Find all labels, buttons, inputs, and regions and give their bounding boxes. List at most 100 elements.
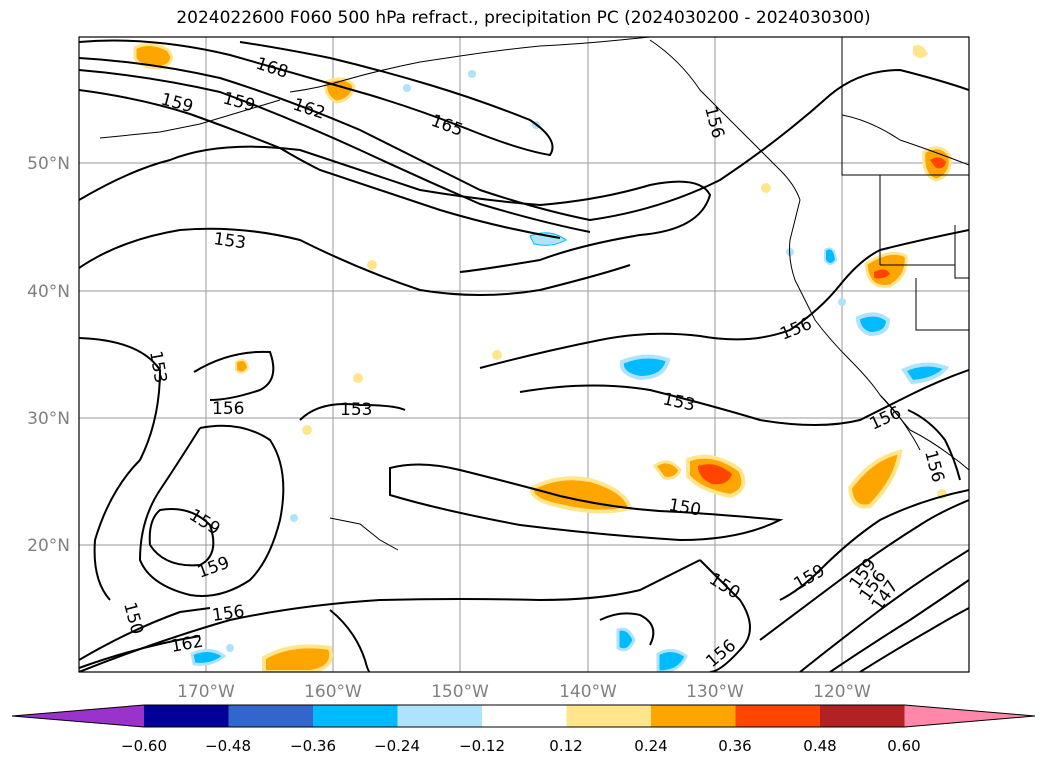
precipitation-negative-areas bbox=[190, 70, 950, 672]
precip-blob bbox=[226, 644, 234, 652]
contour-159-se bbox=[779, 489, 969, 601]
contour-153-north bbox=[79, 227, 631, 296]
precip-blob bbox=[302, 425, 312, 435]
precip-blob bbox=[529, 232, 567, 246]
contour-segment bbox=[329, 609, 371, 672]
precip-blob bbox=[838, 298, 846, 306]
contour-159 bbox=[79, 89, 561, 239]
lon-tick-label: 150°W bbox=[431, 682, 489, 702]
colorbar-swatch bbox=[820, 705, 905, 727]
colorbar-swatch bbox=[313, 705, 398, 727]
canada-us-border bbox=[841, 37, 969, 176]
longitude-labels: 170°W 160°W 150°W 140°W 130°W 120°W bbox=[177, 682, 871, 702]
contour-153-small bbox=[299, 403, 406, 421]
na-west-coast bbox=[649, 39, 969, 471]
colorbar-swatch bbox=[397, 705, 483, 727]
contour-156-south bbox=[79, 559, 701, 672]
alaska-coast bbox=[289, 37, 651, 93]
colorbar-tick-label: 0.48 bbox=[803, 737, 836, 755]
contour-153-mid bbox=[519, 369, 969, 426]
contour-150-loop bbox=[389, 463, 784, 542]
contour-159-low bbox=[148, 508, 215, 567]
precip-blob bbox=[855, 312, 891, 337]
precip-blob bbox=[901, 362, 950, 385]
latitude-labels: 50°N 40°N 30°N 20°N bbox=[27, 154, 70, 556]
lat-tick-label: 20°N bbox=[27, 536, 70, 556]
contour-165 bbox=[79, 57, 969, 222]
precip-blob bbox=[824, 247, 838, 265]
contour-162-south bbox=[79, 635, 201, 669]
precip-blob bbox=[353, 373, 363, 383]
colorbar-tick-label: 0.36 bbox=[718, 737, 751, 755]
refractivity-contours bbox=[79, 39, 969, 672]
contour-150-south bbox=[699, 559, 751, 672]
baja-coast bbox=[879, 394, 921, 451]
colorbar-tick-label: −0.12 bbox=[459, 737, 505, 755]
contour-label: 153 bbox=[340, 400, 372, 420]
precip-core bbox=[874, 269, 890, 279]
precip-core bbox=[698, 464, 732, 485]
colorbar-swatch bbox=[482, 705, 567, 727]
colorbar-tick-label: −0.60 bbox=[121, 737, 167, 755]
precip-blob bbox=[290, 514, 298, 522]
colorbar-tick-label: 0.24 bbox=[634, 737, 667, 755]
precip-blob bbox=[235, 359, 250, 374]
colorbar-tick-label: −0.48 bbox=[205, 737, 251, 755]
contour-162 bbox=[79, 69, 591, 233]
contour-168 bbox=[79, 39, 554, 157]
contour-label: 156 bbox=[211, 602, 246, 626]
map-title: 2024022600 F060 500 hPa refract., precip… bbox=[176, 8, 871, 28]
contour-label: 156 bbox=[212, 399, 244, 419]
lat-tick-label: 50°N bbox=[27, 154, 70, 174]
precip-blob bbox=[761, 183, 771, 193]
colorbar-extend-low bbox=[12, 705, 144, 727]
colorbar-swatch bbox=[228, 705, 314, 727]
colorbar-tick-label: −0.24 bbox=[374, 737, 420, 755]
contour-156-north bbox=[79, 145, 712, 273]
colorbar-swatch bbox=[566, 705, 652, 727]
contour-segment bbox=[599, 612, 655, 646]
contour-label: 153 bbox=[212, 229, 247, 253]
precip-blob bbox=[190, 649, 227, 666]
contour-147-se bbox=[859, 607, 969, 672]
lat-tick-label: 30°N bbox=[27, 409, 70, 429]
precip-blob bbox=[619, 354, 671, 381]
precip-blob bbox=[652, 460, 682, 480]
lon-tick-label: 160°W bbox=[304, 682, 362, 702]
precip-blob bbox=[656, 649, 688, 672]
colorbar-swatch bbox=[144, 705, 229, 727]
lat-tick-label: 40°N bbox=[27, 282, 70, 302]
contour-159-south bbox=[79, 607, 211, 661]
lon-tick-label: 140°W bbox=[559, 682, 617, 702]
contour-150-se bbox=[829, 579, 969, 672]
colorbar-tick-label: 0.12 bbox=[549, 737, 582, 755]
lon-tick-label: 130°W bbox=[686, 682, 744, 702]
precip-blob bbox=[847, 449, 903, 509]
contour-156-small bbox=[193, 350, 275, 401]
precip-core bbox=[930, 157, 946, 169]
contour-156-low bbox=[138, 424, 285, 597]
colorbar-outline bbox=[11, 704, 1036, 728]
colorbar bbox=[11, 704, 1036, 728]
canada-province-line bbox=[841, 114, 969, 166]
contour-156-se bbox=[759, 499, 969, 641]
colorbar-extend-high bbox=[904, 705, 1035, 727]
colorbar-swatch bbox=[651, 705, 736, 727]
colorbar-tick-label: 0.60 bbox=[887, 737, 920, 755]
hawaiian-islands bbox=[329, 517, 399, 551]
colorbar-swatch bbox=[735, 705, 821, 727]
precip-blob bbox=[403, 84, 411, 92]
colorbar-tick-label: −0.36 bbox=[290, 737, 336, 755]
map-area bbox=[79, 37, 969, 672]
us-state-lines bbox=[915, 278, 969, 331]
lon-tick-label: 120°W bbox=[813, 682, 871, 702]
precip-blob bbox=[492, 350, 502, 360]
contour-156-east bbox=[479, 229, 969, 369]
precip-blob bbox=[913, 45, 928, 58]
precip-blob bbox=[616, 627, 636, 652]
precip-blob bbox=[262, 644, 333, 672]
contour-153-se bbox=[799, 549, 969, 672]
precip-blob bbox=[367, 260, 377, 270]
map-frame bbox=[78, 36, 970, 673]
